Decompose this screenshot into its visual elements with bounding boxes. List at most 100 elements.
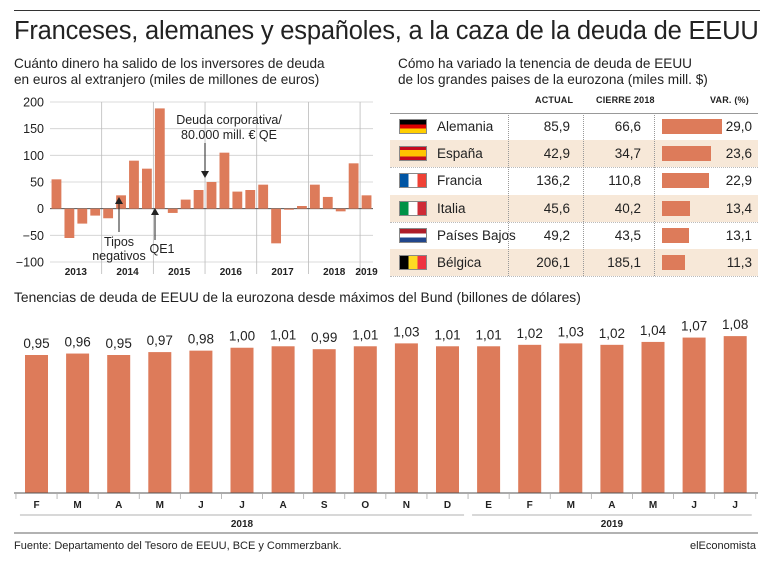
outflow-bar	[245, 190, 256, 209]
y-tick-label: 0	[37, 202, 44, 216]
annotation-corporate-line-2: 80.000 mill. € QE	[181, 128, 277, 142]
bar-value-label: 1,03	[393, 324, 419, 339]
spain-flag-icon	[399, 146, 427, 162]
outflow-bar	[271, 208, 282, 244]
month-label: S	[321, 500, 328, 511]
variation-value: 13,4	[725, 200, 752, 216]
bar-value-label: 1,01	[352, 327, 378, 342]
actual-value: 49,2	[543, 227, 570, 243]
year-label: 2019	[355, 267, 378, 278]
month-label: E	[485, 500, 492, 511]
country-name: España	[437, 146, 483, 162]
actual-value: 45,6	[543, 200, 570, 216]
column-divider	[583, 113, 584, 277]
bar-value-label: 0,99	[311, 330, 337, 345]
country-name: Bélgica	[437, 255, 482, 270]
left-chart-subtitle-line-1: Cuánto dinero ha salido de los inversore…	[14, 56, 325, 71]
variation-value: 29,0	[725, 119, 752, 134]
outflow-bar	[232, 191, 243, 209]
bar-value-label: 1,03	[558, 324, 584, 339]
month-label: F	[527, 500, 533, 511]
y-tick-label: −50	[23, 229, 44, 243]
month-label: M	[73, 500, 81, 511]
left-chart-subtitle: Cuánto dinero ha salido de los inversore…	[14, 56, 325, 88]
holdings-bar	[436, 346, 459, 493]
belgium-flag-icon	[399, 255, 427, 270]
row-divider	[390, 221, 758, 223]
actual-value: 42,9	[543, 146, 570, 162]
outflow-bar	[103, 208, 114, 219]
year-label: 2018	[323, 267, 346, 278]
holdings-bar	[25, 355, 48, 493]
header-cierre: CIERRE 2018	[596, 95, 655, 105]
bottom-chart-subtitle: Tenencias de deuda de EEUU de la eurozon…	[14, 290, 581, 305]
outflow-bar	[348, 163, 359, 209]
outflow-bar	[77, 208, 88, 224]
y-tick-label: 150	[23, 122, 44, 136]
germany-flag-icon	[399, 119, 427, 134]
annotation-corporate-line-1: Deuda corporativa/	[176, 113, 282, 127]
holdings-bar	[682, 337, 706, 493]
annotation-qe1-arrowhead	[151, 208, 159, 215]
header-actual: ACTUAL	[535, 95, 574, 105]
holdings-bar	[189, 350, 213, 493]
y-tick-label: 50	[30, 176, 44, 190]
holdings-table: Alemania 85,9 66,6 29,0 España 42,9 34,7 23,6 Fr…	[390, 113, 758, 278]
cierre-value: 34,7	[614, 146, 641, 162]
holdings-bar	[271, 346, 295, 493]
year-label: 2016	[220, 267, 243, 278]
year-label: 2015	[168, 267, 191, 278]
outflow-bar	[129, 160, 139, 209]
holdings-bar	[394, 343, 418, 493]
month-label: J	[198, 500, 204, 511]
bar-value-label: 1,01	[475, 327, 501, 342]
eurozone-holdings-bar-chart: 0,95 F 0,96 M 0,95 A 0,97 M 0,98 J 1,00 J 1,01 A 0,99 S…	[14, 317, 758, 534]
bar-value-label: 0,95	[106, 336, 132, 351]
month-label: J	[691, 500, 697, 511]
holdings-bar	[600, 344, 624, 493]
holdings-bar	[641, 341, 665, 493]
y-tick-label: −100	[16, 256, 44, 270]
bar-value-label: 0,96	[64, 335, 90, 350]
variation-bar	[662, 255, 686, 270]
cierre-value: 43,5	[614, 227, 641, 243]
source-note: Fuente: Departamento del Tesoro de EEUU,…	[14, 540, 342, 552]
outflow-bar	[284, 208, 294, 210]
holdings-bar	[518, 344, 542, 493]
outflow-bar	[322, 196, 333, 209]
annotation-qe1: QE1	[149, 242, 174, 256]
outflow-bar	[51, 179, 62, 209]
outflow-bar	[154, 108, 165, 209]
annotation-tipos-arrowhead	[115, 197, 123, 204]
bar-value-label: 1,00	[229, 329, 255, 344]
actual-value: 206,1	[536, 255, 570, 270]
variation-value: 23,6	[725, 146, 752, 162]
column-divider	[654, 113, 655, 277]
outflow-bar	[361, 195, 372, 209]
outflow-bar	[167, 208, 178, 213]
variation-value: 13,1	[725, 227, 752, 243]
annotation-tipos-line-2: negativos	[92, 249, 146, 263]
bar-value-label: 1,08	[722, 317, 748, 332]
holdings-bar	[559, 343, 583, 493]
bar-value-label: 1,02	[517, 326, 543, 341]
header-var: VAR. (%)	[710, 95, 749, 105]
month-label: M	[649, 500, 657, 511]
month-label: A	[608, 500, 615, 511]
outflow-bar	[193, 190, 204, 209]
outflow-bar	[297, 206, 307, 209]
bar-value-label: 0,97	[147, 333, 173, 348]
country-name: Francia	[437, 173, 483, 189]
holdings-bar	[477, 346, 501, 493]
y-tick-label: 200	[23, 96, 44, 110]
top-rule	[14, 10, 760, 11]
month-label: J	[239, 500, 245, 511]
cierre-value: 110,8	[608, 173, 641, 189]
holdings-bar	[66, 353, 90, 493]
outflow-bar	[180, 199, 191, 209]
country-name: Italia	[437, 200, 466, 216]
actual-value: 85,9	[543, 119, 570, 134]
cierre-value: 185,1	[607, 255, 641, 270]
holdings-bar	[148, 352, 172, 493]
left-chart-subtitle-line-2: en euros al extranjero (miles de millone…	[14, 72, 320, 87]
